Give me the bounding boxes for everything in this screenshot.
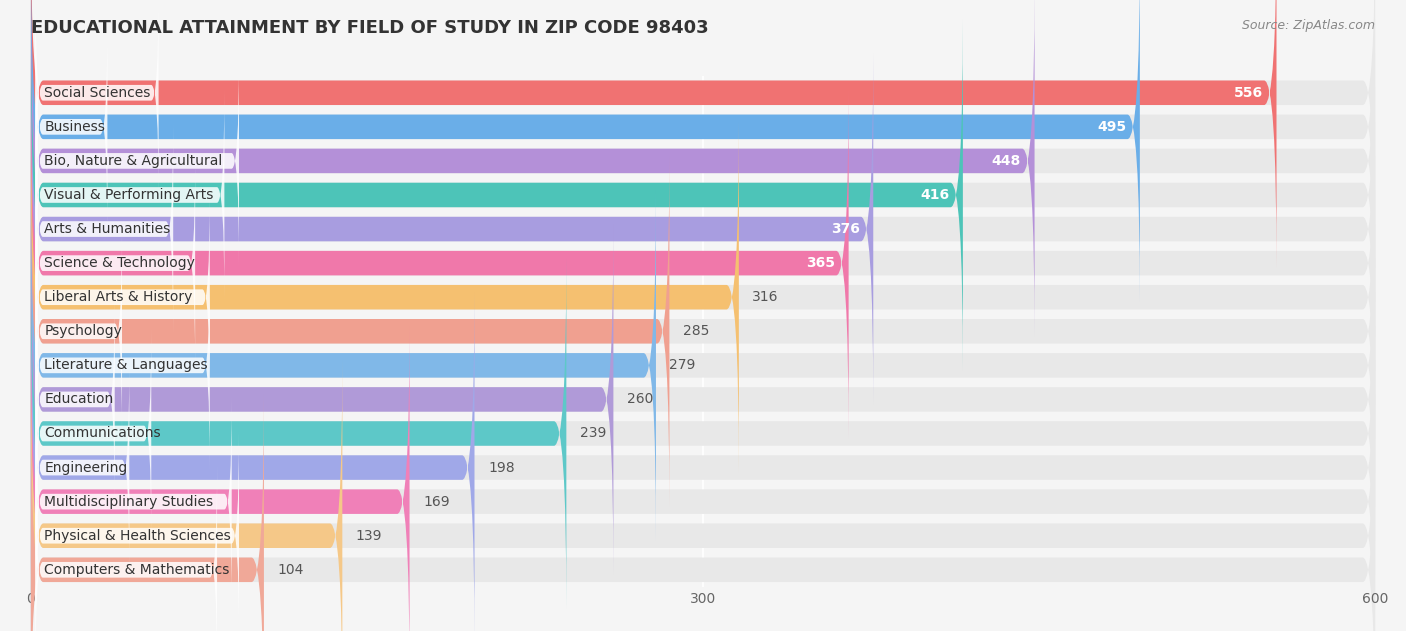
FancyBboxPatch shape xyxy=(31,394,264,631)
FancyBboxPatch shape xyxy=(31,258,567,609)
FancyBboxPatch shape xyxy=(35,397,232,606)
Text: 139: 139 xyxy=(356,529,382,543)
Text: 365: 365 xyxy=(806,256,835,270)
Text: 104: 104 xyxy=(277,563,304,577)
FancyBboxPatch shape xyxy=(35,56,239,266)
FancyBboxPatch shape xyxy=(31,54,873,404)
FancyBboxPatch shape xyxy=(35,465,217,631)
Text: Source: ZipAtlas.com: Source: ZipAtlas.com xyxy=(1241,19,1375,32)
Text: 376: 376 xyxy=(831,222,860,236)
Text: 285: 285 xyxy=(683,324,709,338)
FancyBboxPatch shape xyxy=(31,326,409,631)
Text: Multidisciplinary Studies: Multidisciplinary Studies xyxy=(45,495,214,509)
FancyBboxPatch shape xyxy=(31,20,963,370)
Text: 169: 169 xyxy=(423,495,450,509)
Text: 279: 279 xyxy=(669,358,696,372)
Text: Engineering: Engineering xyxy=(45,461,128,475)
FancyBboxPatch shape xyxy=(31,156,669,507)
FancyBboxPatch shape xyxy=(31,0,1375,336)
Text: Arts & Humanities: Arts & Humanities xyxy=(45,222,170,236)
FancyBboxPatch shape xyxy=(31,292,474,631)
FancyBboxPatch shape xyxy=(31,190,1375,541)
Text: 260: 260 xyxy=(627,392,654,406)
Text: EDUCATIONAL ATTAINMENT BY FIELD OF STUDY IN ZIP CODE 98403: EDUCATIONAL ATTAINMENT BY FIELD OF STUDY… xyxy=(31,19,709,37)
Text: Business: Business xyxy=(45,120,105,134)
Text: 316: 316 xyxy=(752,290,779,304)
FancyBboxPatch shape xyxy=(35,363,129,572)
FancyBboxPatch shape xyxy=(31,0,1140,302)
FancyBboxPatch shape xyxy=(31,88,1375,439)
Text: 448: 448 xyxy=(991,154,1021,168)
Text: Science & Technology: Science & Technology xyxy=(45,256,195,270)
Text: Psychology: Psychology xyxy=(45,324,122,338)
Text: Literature & Languages: Literature & Languages xyxy=(45,358,208,372)
FancyBboxPatch shape xyxy=(31,292,1375,631)
FancyBboxPatch shape xyxy=(31,190,657,541)
Text: Communications: Communications xyxy=(45,427,162,440)
FancyBboxPatch shape xyxy=(35,329,152,538)
FancyBboxPatch shape xyxy=(31,122,738,473)
FancyBboxPatch shape xyxy=(35,124,173,334)
Text: Social Sciences: Social Sciences xyxy=(45,86,150,100)
Text: 239: 239 xyxy=(579,427,606,440)
Text: Physical & Health Sciences: Physical & Health Sciences xyxy=(45,529,231,543)
FancyBboxPatch shape xyxy=(31,326,1375,631)
FancyBboxPatch shape xyxy=(35,227,122,436)
FancyBboxPatch shape xyxy=(35,0,159,198)
FancyBboxPatch shape xyxy=(31,156,1375,507)
FancyBboxPatch shape xyxy=(35,22,107,232)
FancyBboxPatch shape xyxy=(31,54,1375,404)
Text: Computers & Mathematics: Computers & Mathematics xyxy=(45,563,229,577)
Text: 556: 556 xyxy=(1234,86,1263,100)
FancyBboxPatch shape xyxy=(31,0,1277,268)
FancyBboxPatch shape xyxy=(35,261,209,470)
Text: Education: Education xyxy=(45,392,114,406)
FancyBboxPatch shape xyxy=(31,360,342,631)
FancyBboxPatch shape xyxy=(31,224,1375,575)
FancyBboxPatch shape xyxy=(31,224,613,575)
FancyBboxPatch shape xyxy=(31,360,1375,631)
FancyBboxPatch shape xyxy=(31,0,1035,336)
Text: 495: 495 xyxy=(1097,120,1126,134)
FancyBboxPatch shape xyxy=(35,431,239,631)
FancyBboxPatch shape xyxy=(31,0,1375,268)
FancyBboxPatch shape xyxy=(35,295,115,504)
FancyBboxPatch shape xyxy=(35,192,209,402)
FancyBboxPatch shape xyxy=(31,88,849,439)
Text: Bio, Nature & Agricultural: Bio, Nature & Agricultural xyxy=(45,154,222,168)
FancyBboxPatch shape xyxy=(31,122,1375,473)
FancyBboxPatch shape xyxy=(35,158,195,368)
Text: Visual & Performing Arts: Visual & Performing Arts xyxy=(45,188,214,202)
Text: 198: 198 xyxy=(488,461,515,475)
FancyBboxPatch shape xyxy=(31,394,1375,631)
FancyBboxPatch shape xyxy=(31,20,1375,370)
FancyBboxPatch shape xyxy=(35,90,225,300)
FancyBboxPatch shape xyxy=(31,258,1375,609)
FancyBboxPatch shape xyxy=(31,0,1375,302)
Text: Liberal Arts & History: Liberal Arts & History xyxy=(45,290,193,304)
Text: 416: 416 xyxy=(921,188,949,202)
